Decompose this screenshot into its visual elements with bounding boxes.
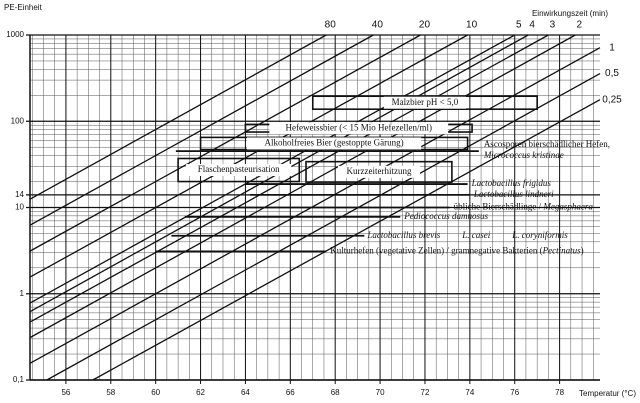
label-bg: [246, 137, 422, 150]
time-line: [29, 34, 549, 323]
time-line: [29, 34, 374, 226]
time-label: 4: [529, 20, 535, 31]
range-label: Ascosporen bierschädlicher Hefen,: [484, 139, 610, 149]
time-label: 5: [516, 20, 522, 31]
time-label: 80: [325, 20, 337, 31]
range-label: Lactobacillus brevis: [366, 230, 440, 240]
x-tick-label: 62: [196, 388, 205, 397]
label-part: Pediococcus damnosus: [403, 211, 488, 221]
x-tick-label: 72: [421, 388, 430, 397]
time-label: Einwirkungszeit (min): [532, 9, 608, 18]
y-tick-label: 1000: [6, 30, 24, 39]
time-label: 40: [372, 20, 384, 31]
y-axis-label: PE-Einheit: [4, 3, 43, 12]
time-line: [29, 34, 576, 339]
label-part: ): [581, 245, 584, 255]
x-tick-label: 66: [286, 388, 295, 397]
range-label: Kulturhefen (vegetative Zellen) / gramne…: [330, 245, 583, 255]
range-label: übliche Bierschädlinge / Megasphaera: [454, 202, 594, 212]
x-tick-label: 78: [555, 388, 564, 397]
range-label: L. casei: [461, 230, 490, 240]
time-label: 0,5: [605, 68, 619, 79]
x-tick-label: 68: [331, 388, 340, 397]
time-label: 2: [577, 20, 583, 31]
range-box: [199, 136, 469, 151]
y-tick-label: 1: [20, 289, 25, 298]
range-box: [305, 160, 453, 183]
range-box: [177, 157, 301, 183]
x-axis-label: Temperatur (°C): [579, 389, 636, 398]
label-part: Megasphaera: [542, 202, 593, 212]
range-label: Pediococcus damnosus: [403, 211, 488, 221]
box-label: Alkoholfreies Bier (gestoppte Gärung): [264, 138, 403, 148]
time-label: 3: [550, 20, 556, 31]
time-line: [29, 34, 468, 278]
label-part: übliche Bierschädlinge /: [454, 202, 544, 212]
label-bg: [269, 122, 449, 135]
time-line: [29, 47, 601, 364]
x-tick-label: 76: [510, 388, 519, 397]
label-part: Lactobacillus lindneri: [473, 189, 554, 199]
box-label: Kurzzeiterhitzung: [346, 166, 411, 176]
time-line: [29, 34, 421, 252]
box-label: Hefeweissbier (< 15 Mio Hefezellen/ml): [285, 122, 432, 132]
y-tick-label: 0,1: [13, 375, 25, 384]
x-tick-label: 70: [376, 388, 385, 397]
y-tick-label: 100: [11, 116, 25, 125]
label-part: Pectinatus: [542, 245, 581, 255]
time-line: [92, 99, 601, 381]
x-tick-label: 60: [151, 388, 160, 397]
label-part: Lactobacillus frigidus: [471, 178, 552, 188]
label-bg: [186, 164, 292, 177]
label-bg: [337, 165, 421, 178]
range-label: Micrococcus kristinae: [483, 150, 564, 160]
time-line: [46, 73, 601, 381]
box-label: Flaschenpasteurisation: [198, 164, 280, 174]
label-bg: [383, 96, 467, 109]
range-label: L. coryniformis: [511, 230, 568, 240]
time-line: [29, 34, 327, 200]
x-tick-label: 74: [465, 388, 474, 397]
box-label: Malzbier pH < 5,0: [392, 97, 459, 107]
y-tick-label: 10: [15, 203, 24, 212]
time-label: 0,25: [602, 94, 622, 105]
range-label: Lactobacillus frigidus: [471, 178, 552, 188]
x-tick-label: 56: [61, 388, 70, 397]
x-tick-label: 58: [106, 388, 115, 397]
x-tick-label: 64: [241, 388, 250, 397]
range-label: Lactobacillus lindneri: [473, 189, 554, 199]
label-part: Kulturhefen (vegetative Zellen) / gramne…: [330, 245, 542, 255]
y-tick-label: 14: [15, 190, 24, 199]
time-label: 1: [609, 42, 615, 53]
time-label: 20: [419, 20, 431, 31]
time-label: 10: [466, 20, 478, 31]
range-box: [311, 95, 538, 110]
